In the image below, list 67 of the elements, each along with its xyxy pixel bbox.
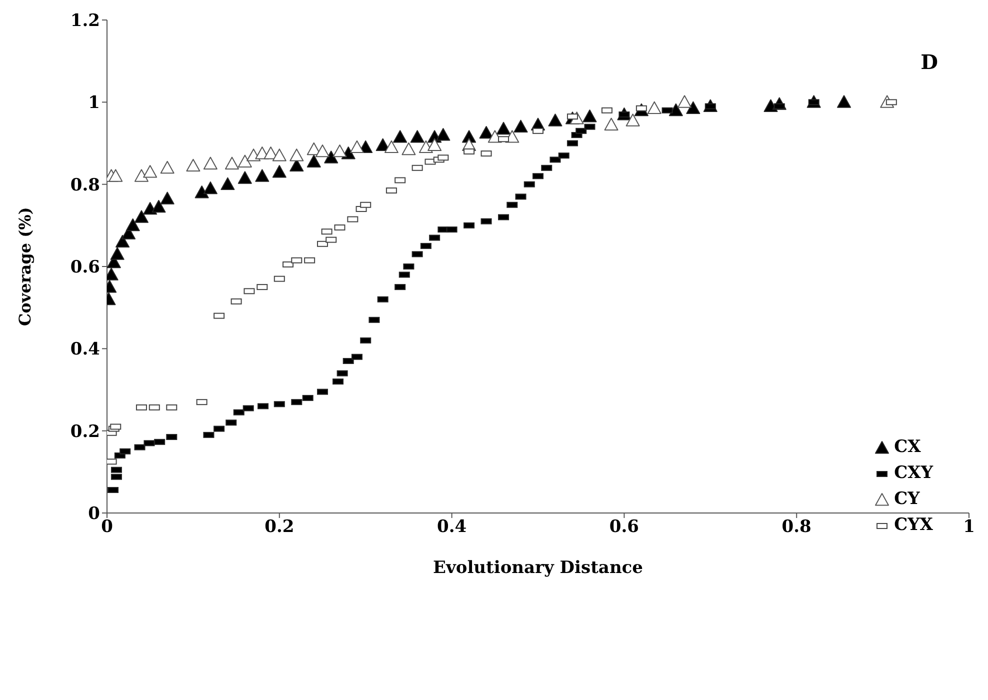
point <box>203 156 218 170</box>
legend-label: CYX <box>894 515 933 535</box>
point <box>837 95 852 108</box>
point <box>410 130 424 143</box>
annotation: D <box>920 50 938 74</box>
point <box>152 200 166 213</box>
point <box>290 148 304 162</box>
point <box>376 138 390 152</box>
point <box>668 103 683 116</box>
point <box>626 114 640 126</box>
x-tick-label: 0.6 <box>609 517 639 538</box>
x-tick-label: 0.4 <box>437 517 467 538</box>
point <box>686 101 700 114</box>
point <box>393 130 408 143</box>
y-tick-label: 0.2 <box>70 422 100 442</box>
legend-label: CXY <box>894 463 933 483</box>
point <box>316 144 330 158</box>
point <box>108 169 123 182</box>
point <box>402 142 416 156</box>
legend-label: CX <box>894 437 921 457</box>
point <box>160 192 174 204</box>
point <box>246 148 261 162</box>
point <box>678 95 692 108</box>
point <box>220 177 235 190</box>
point <box>436 128 450 141</box>
point <box>203 181 218 194</box>
point <box>238 154 252 168</box>
point <box>514 120 528 133</box>
x-tick-label: 1 <box>963 517 975 538</box>
x-axis-title: Evolutionary Distance <box>433 558 644 578</box>
point <box>350 140 364 154</box>
x-tick-label: 0.8 <box>782 517 812 538</box>
point <box>582 110 597 122</box>
point <box>384 140 398 154</box>
legend-label: CY <box>894 489 920 509</box>
point <box>134 210 148 223</box>
point <box>116 234 130 248</box>
point <box>238 171 252 184</box>
point <box>272 165 286 178</box>
y-tick-label: 0.8 <box>70 175 100 196</box>
point <box>428 138 442 152</box>
y-tick-label: 0 <box>88 504 100 524</box>
point <box>272 148 286 162</box>
y-tick-label: 0.6 <box>70 258 100 278</box>
point <box>134 169 148 182</box>
point <box>324 150 338 164</box>
point <box>110 247 124 260</box>
point <box>306 154 321 168</box>
point <box>194 186 209 198</box>
x-tick-label: 0.2 <box>264 517 294 538</box>
point <box>126 218 140 232</box>
y-tick-label: 1 <box>88 93 100 114</box>
point <box>224 156 239 170</box>
point <box>604 118 618 130</box>
point <box>548 114 562 126</box>
point <box>255 169 270 182</box>
y-axis-title: Coverage (%) <box>16 207 35 326</box>
point <box>186 158 200 172</box>
x-tick-label: 0 <box>101 517 114 538</box>
point <box>143 165 158 178</box>
y-tick-label: 1.2 <box>70 11 100 32</box>
point <box>647 101 662 114</box>
point <box>479 126 494 139</box>
y-tick-label: 0.4 <box>70 340 100 360</box>
point <box>332 144 347 158</box>
point <box>496 122 511 135</box>
point <box>160 160 174 174</box>
